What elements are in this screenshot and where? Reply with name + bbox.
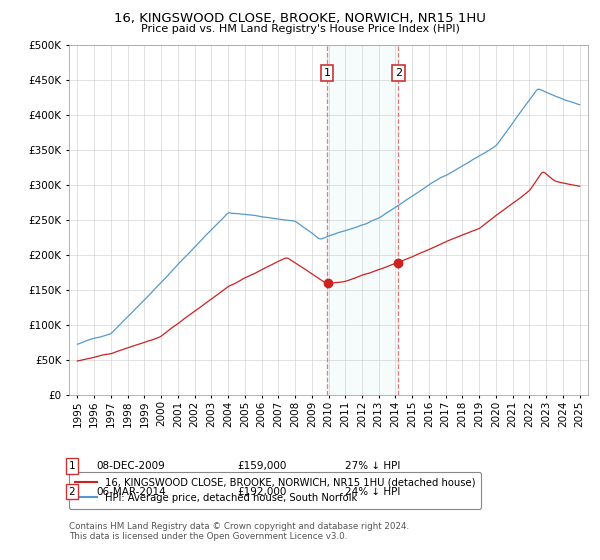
Bar [327, 45, 398, 395]
Text: 16, KINGSWOOD CLOSE, BROOKE, NORWICH, NR15 1HU: 16, KINGSWOOD CLOSE, BROOKE, NORWICH, NR… [114, 12, 486, 25]
Text: 1: 1 [68, 461, 76, 471]
Text: 27% ↓ HPI: 27% ↓ HPI [345, 461, 400, 471]
Text: 2: 2 [68, 487, 76, 497]
Text: £192,000: £192,000 [237, 487, 286, 497]
Text: £159,000: £159,000 [237, 461, 286, 471]
Legend: 16, KINGSWOOD CLOSE, BROOKE, NORWICH, NR15 1HU (detached house), HPI: Average pr: 16, KINGSWOOD CLOSE, BROOKE, NORWICH, NR… [69, 472, 481, 508]
Text: 1: 1 [323, 68, 331, 78]
Text: 08-DEC-2009: 08-DEC-2009 [96, 461, 165, 471]
Text: Price paid vs. HM Land Registry's House Price Index (HPI): Price paid vs. HM Land Registry's House … [140, 24, 460, 34]
Text: 24% ↓ HPI: 24% ↓ HPI [345, 487, 400, 497]
Text: Contains HM Land Registry data © Crown copyright and database right 2024.
This d: Contains HM Land Registry data © Crown c… [69, 522, 409, 542]
Text: 06-MAR-2014: 06-MAR-2014 [96, 487, 166, 497]
Text: 2: 2 [395, 68, 402, 78]
